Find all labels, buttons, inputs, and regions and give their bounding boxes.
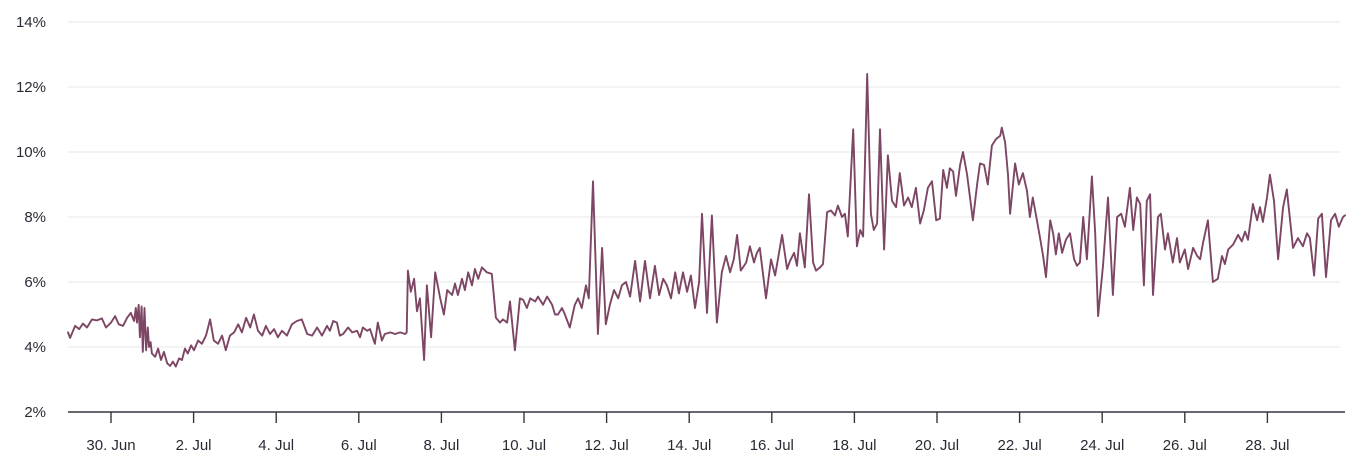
x-axis-label: 20. Jul [915,437,959,454]
x-axis-label: 26. Jul [1163,437,1207,454]
x-axis-label: 2. Jul [176,437,212,454]
x-axis-label: 6. Jul [341,437,377,454]
x-axis-label: 24. Jul [1080,437,1124,454]
x-axis-label: 22. Jul [997,437,1041,454]
y-axis-label: 6% [24,274,46,291]
x-axis-label: 10. Jul [502,437,546,454]
x-axis-label: 12. Jul [584,437,628,454]
y-axis-label: 4% [24,339,46,356]
y-axis-label: 14% [16,14,46,31]
y-axis-label: 12% [16,79,46,96]
y-axis-label: 2% [24,404,46,421]
x-axis-label: 18. Jul [832,437,876,454]
x-axis-label: 30. Jun [86,437,135,454]
y-axis-label: 8% [24,209,46,226]
y-axis-label: 10% [16,144,46,161]
x-axis-label: 4. Jul [258,437,294,454]
x-axis-label: 14. Jul [667,437,711,454]
series-line[interactable] [67,73,1346,368]
x-axis-label: 8. Jul [423,437,459,454]
x-axis-label: 16. Jul [750,437,794,454]
x-axis-label: 28. Jul [1245,437,1289,454]
